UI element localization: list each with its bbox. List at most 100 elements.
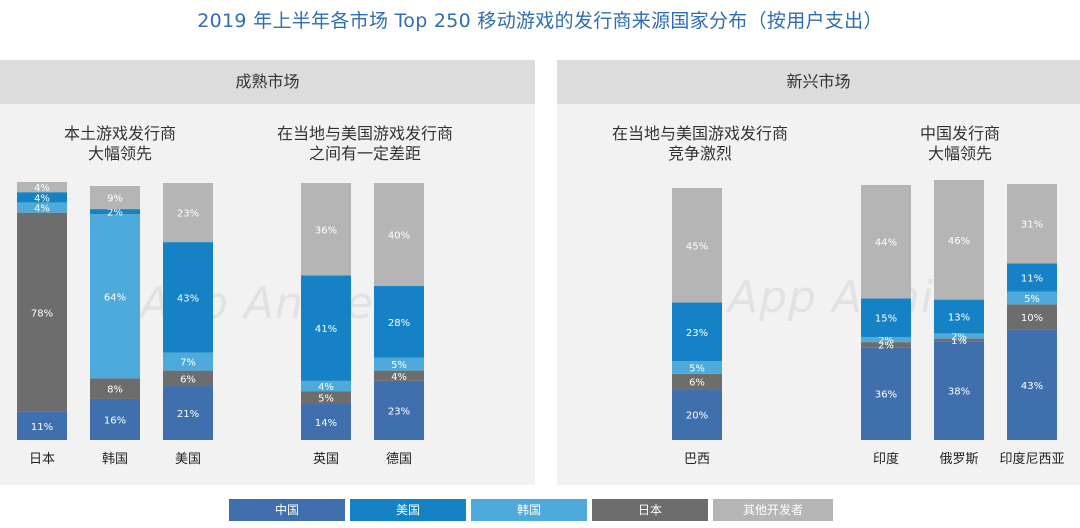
bar-segment bbox=[672, 389, 722, 440]
bar-segment bbox=[301, 391, 351, 405]
subtitle-line: 在当地与美国游戏发行商 bbox=[611, 124, 788, 143]
legend-label: 其他开发者 bbox=[742, 503, 803, 517]
bar-segment bbox=[17, 202, 67, 213]
bar-segment bbox=[374, 370, 424, 381]
bar-value-label: 2% bbox=[107, 208, 123, 219]
subtitle-line: 在当地与美国游戏发行商 bbox=[276, 124, 453, 143]
bar-segment bbox=[672, 302, 722, 362]
bar-segment bbox=[672, 373, 722, 390]
bar-value-label: 16% bbox=[104, 415, 126, 426]
bar-segment bbox=[1007, 304, 1057, 330]
bar-segment bbox=[163, 242, 213, 353]
bar-value-label: 4% bbox=[318, 382, 334, 393]
emerging-market-header: 新兴市场 bbox=[557, 60, 1080, 104]
bar-value-label: 1% bbox=[951, 336, 967, 347]
bar-value-label: 8% bbox=[107, 385, 123, 396]
category-label: 印度尼西亚 bbox=[999, 451, 1064, 467]
emerging-subtitle-china-lead: 中国发行商 大幅领先 bbox=[850, 124, 1070, 164]
subtitle-line: 大幅领先 bbox=[927, 144, 992, 163]
category-label: 巴西 bbox=[684, 452, 710, 467]
bar-value-label: 23% bbox=[686, 328, 708, 339]
emerging-market-panel bbox=[557, 60, 1080, 485]
category-label: 印度 bbox=[873, 451, 899, 467]
subtitle-line: 大幅领先 bbox=[87, 144, 152, 163]
bar-segment bbox=[163, 183, 213, 243]
subtitle-line: 之间有一定差距 bbox=[308, 144, 421, 163]
bar-segment bbox=[17, 182, 67, 193]
category-label: 德国 bbox=[386, 452, 412, 467]
bar-value-label: 43% bbox=[177, 293, 199, 304]
bar-value-label: 4% bbox=[391, 372, 407, 383]
bar-value-label: 21% bbox=[177, 409, 199, 420]
bar-segment bbox=[374, 285, 424, 358]
bar-value-label: 41% bbox=[315, 324, 337, 335]
bar-value-label: 15% bbox=[875, 314, 897, 325]
bar-value-label: 4% bbox=[34, 204, 50, 215]
bar-value-label: 2% bbox=[878, 336, 894, 347]
bar-segment bbox=[301, 183, 351, 276]
bar-segment bbox=[934, 333, 984, 339]
bar-value-label: 5% bbox=[318, 394, 334, 405]
bar-value-label: 38% bbox=[948, 387, 970, 398]
legend-item-china: 中国 bbox=[229, 499, 345, 521]
bar-value-label: 11% bbox=[1021, 273, 1043, 284]
bar-value-label: 10% bbox=[1021, 313, 1043, 324]
mature-market-header: 成熟市场 bbox=[0, 60, 535, 104]
bar-segment bbox=[90, 186, 140, 210]
category-label: 韩国 bbox=[102, 452, 128, 467]
bar-value-label: 11% bbox=[31, 422, 53, 433]
bar-segment bbox=[1007, 184, 1057, 264]
bar-segment bbox=[1007, 263, 1057, 292]
bar-value-label: 23% bbox=[177, 209, 199, 220]
bar-segment bbox=[163, 370, 213, 387]
bar-segment bbox=[861, 342, 911, 348]
bar-segment bbox=[934, 338, 984, 342]
bar-value-label: 7% bbox=[180, 358, 196, 369]
bar-value-label: 40% bbox=[388, 230, 410, 241]
bar-segment bbox=[672, 188, 722, 303]
bar-value-label: 2% bbox=[951, 332, 967, 343]
bar-value-label: 5% bbox=[391, 360, 407, 371]
bar-segment bbox=[90, 378, 140, 399]
bar-value-label: 14% bbox=[315, 418, 337, 429]
bar-value-label: 5% bbox=[1024, 294, 1040, 305]
bar-value-label: 43% bbox=[1021, 381, 1043, 392]
bar-value-label: 36% bbox=[315, 225, 337, 236]
bar-value-label: 20% bbox=[686, 411, 708, 422]
category-label: 英国 bbox=[313, 452, 339, 467]
bar-value-label: 45% bbox=[686, 241, 708, 252]
bar-value-label: 28% bbox=[388, 318, 410, 329]
legend-item-korea: 韩国 bbox=[471, 499, 587, 521]
bar-segment bbox=[90, 214, 140, 379]
bar-segment bbox=[17, 192, 67, 203]
subtitle-line: 本土游戏发行商 bbox=[63, 124, 176, 143]
bar-segment bbox=[90, 398, 140, 440]
bar-value-label: 6% bbox=[180, 374, 196, 385]
legend-label: 韩国 bbox=[516, 503, 541, 517]
legend-item-usa: 美国 bbox=[350, 499, 466, 521]
category-label: 美国 bbox=[175, 452, 201, 467]
bar-segment bbox=[374, 380, 424, 440]
bar-value-label: 78% bbox=[31, 308, 53, 319]
bar-segment bbox=[374, 183, 424, 286]
legend-label: 中国 bbox=[274, 503, 299, 517]
bar-segment bbox=[301, 404, 351, 440]
legend-label: 美国 bbox=[395, 503, 420, 517]
bar-value-label: 6% bbox=[689, 377, 705, 388]
bar-segment bbox=[17, 411, 67, 440]
bar-segment bbox=[861, 185, 911, 299]
bar-segment bbox=[163, 352, 213, 371]
legend-item-japan: 日本 bbox=[592, 499, 708, 521]
emerging-subtitle-competition: 在当地与美国游戏发行商 竞争激烈 bbox=[570, 124, 830, 164]
bar-segment bbox=[90, 209, 140, 215]
mature-subtitle-gap: 在当地与美国游戏发行商 之间有一定差距 bbox=[240, 124, 490, 164]
bar-value-label: 64% bbox=[104, 292, 126, 303]
bar-segment bbox=[301, 380, 351, 392]
bar-segment bbox=[374, 357, 424, 371]
bar-value-label: 36% bbox=[875, 390, 897, 401]
bar-segment bbox=[672, 361, 722, 374]
bar-segment bbox=[861, 298, 911, 337]
bar-value-label: 4% bbox=[34, 193, 50, 204]
bar-segment bbox=[163, 386, 213, 440]
subtitle-line: 中国发行商 bbox=[919, 124, 1000, 143]
